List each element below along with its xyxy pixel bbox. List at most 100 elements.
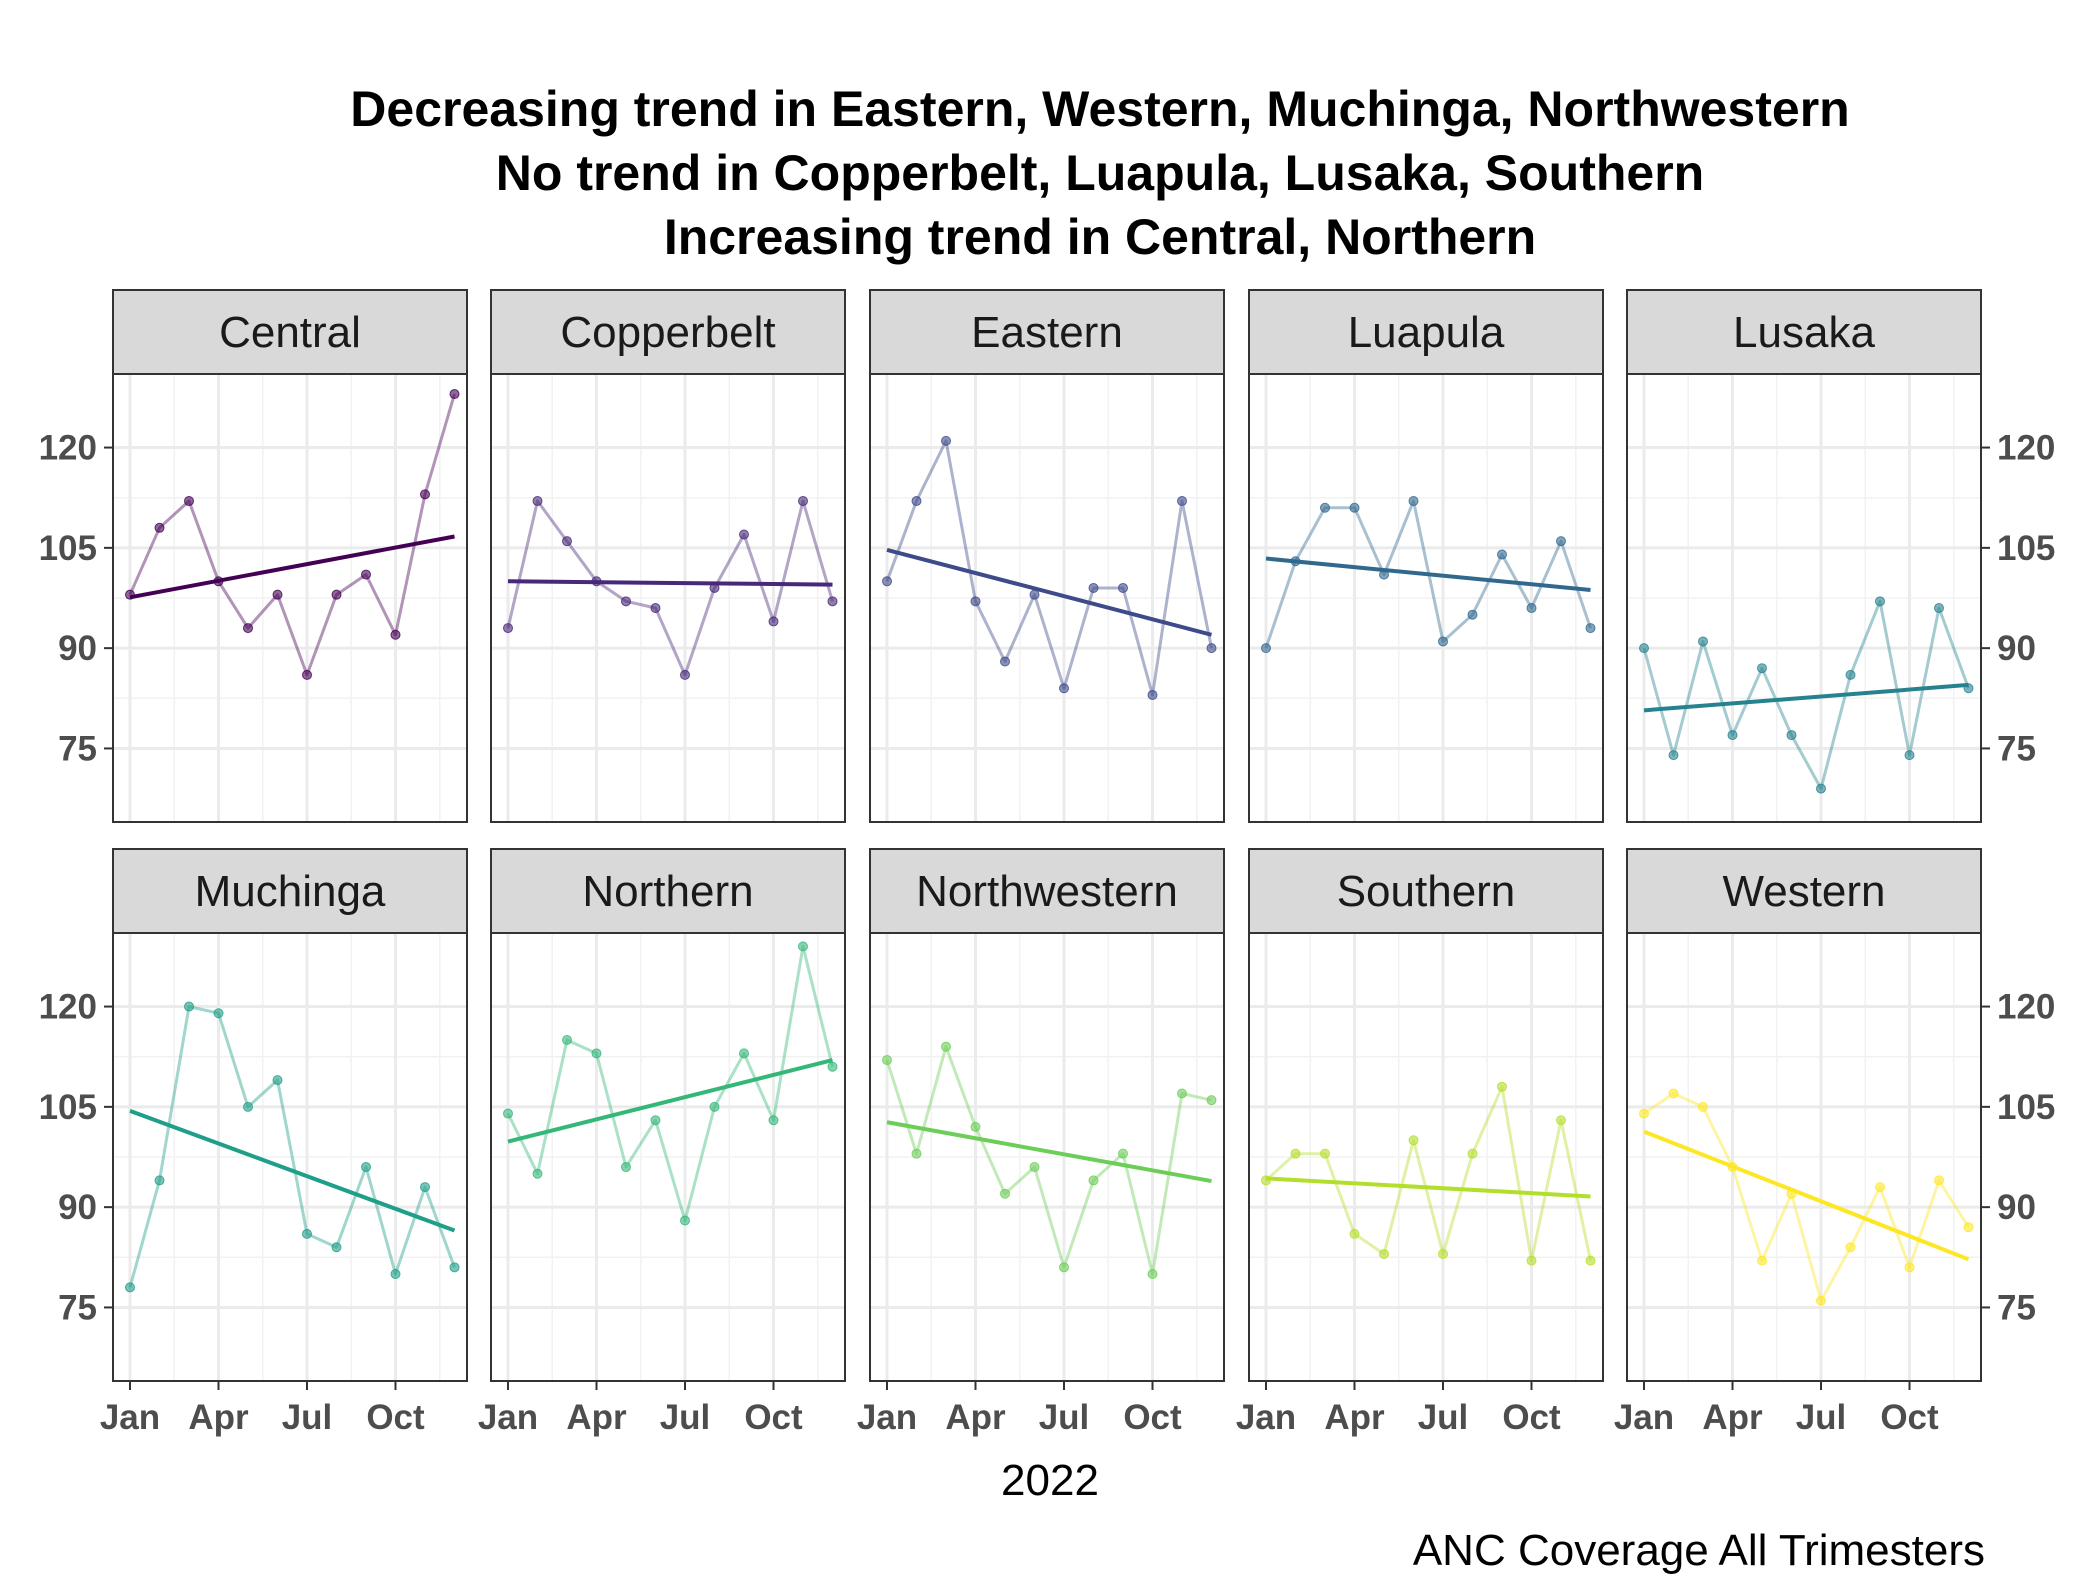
facet-strip — [1248, 289, 1604, 375]
x-tick-label: Jul — [1418, 1398, 1469, 1437]
trend-line-muchinga — [129, 1108, 456, 1233]
facet-lusaka: Lusaka 75 90 105 120 — [1626, 289, 2055, 823]
data-point — [1467, 1148, 1478, 1159]
x-tick-label: Jan — [1614, 1398, 1674, 1437]
data-point — [1059, 683, 1069, 694]
y-tick-label: 105 — [1997, 1088, 2055, 1127]
data-point — [420, 1182, 430, 1193]
data-point — [154, 522, 165, 533]
data-point — [361, 1162, 371, 1173]
data-point — [1497, 1081, 1507, 1092]
data-point — [1904, 750, 1915, 761]
facet-southern: Southern Jan Apr Jul Oct — [1236, 848, 1604, 1437]
y-tick-label: 75 — [58, 729, 97, 768]
data-point — [420, 489, 430, 500]
trend-line-southern — [1265, 1176, 1591, 1199]
gridlines — [870, 374, 1224, 822]
gridlines — [113, 374, 467, 822]
data-point — [709, 582, 720, 593]
title-line-3: Increasing trend in Central, Northern — [664, 209, 1536, 265]
trend-line-luapula — [1265, 556, 1591, 592]
trend-line-eastern — [886, 547, 1213, 637]
data-point — [243, 623, 253, 634]
data-point — [1438, 636, 1448, 647]
data-point — [1029, 589, 1040, 600]
data-point — [1934, 603, 1944, 614]
series-line-northern — [506, 944, 834, 1222]
data-point — [1904, 1262, 1915, 1273]
data-point — [768, 616, 779, 627]
facet-western: Western Jan Apr Jul Oct 75 90 105 120 — [1614, 848, 2055, 1437]
x-tick-label: Jul — [660, 1398, 711, 1437]
data-point — [331, 589, 342, 600]
data-point — [1029, 1162, 1040, 1173]
data-point — [621, 596, 631, 607]
data-point — [390, 1269, 401, 1280]
data-point — [1786, 1188, 1797, 1199]
data-point — [1727, 730, 1738, 741]
facet-strip-label: Western — [1722, 867, 1885, 916]
data-point — [1206, 1095, 1217, 1106]
data-point — [591, 1048, 602, 1059]
gridlines — [491, 933, 845, 1381]
data-point — [1556, 1115, 1566, 1126]
facet-northern: Northern Jan Apr Jul Oct — [478, 848, 846, 1437]
facet-strip — [869, 289, 1225, 375]
x-tick-label: Jul — [282, 1398, 333, 1437]
y-tick-label: 75 — [1997, 729, 2036, 768]
data-point — [184, 1001, 194, 1012]
data-point — [1816, 783, 1826, 794]
data-point — [1379, 569, 1389, 580]
data-point — [680, 669, 690, 680]
series-line-eastern — [885, 439, 1213, 697]
data-point — [1934, 1175, 1944, 1186]
facet-muchinga: Muchinga Jan Apr Jul Oct 75 90 105 120 — [39, 848, 468, 1437]
data-point — [827, 596, 838, 607]
data-point — [798, 941, 808, 952]
data-point — [1698, 1101, 1708, 1112]
x-tick-label: Apr — [1324, 1398, 1385, 1437]
data-point — [1497, 549, 1507, 560]
series-line-muchinga — [128, 1005, 456, 1288]
data-point — [272, 589, 283, 600]
data-point — [243, 1101, 253, 1112]
panel-border — [490, 932, 846, 1382]
data-point — [1438, 1248, 1448, 1259]
data-point — [911, 1148, 922, 1159]
data-point — [709, 1101, 720, 1112]
data-point — [1727, 1162, 1738, 1173]
y-tick-label: 75 — [1997, 1288, 2036, 1327]
facet-strip — [490, 289, 846, 375]
x-tick-label: Jul — [1796, 1398, 1847, 1437]
data-point — [970, 1121, 981, 1132]
y-tick-label: 90 — [58, 629, 97, 668]
x-tick-label: Oct — [744, 1398, 803, 1437]
x-axis-title: 2022 — [1001, 1456, 1099, 1505]
gridlines — [870, 933, 1224, 1381]
gridlines — [113, 933, 467, 1381]
y-tick-label: 75 — [58, 1288, 97, 1327]
x-tick-label: Jan — [478, 1398, 538, 1437]
data-point — [1000, 656, 1010, 667]
data-point — [1320, 1148, 1330, 1159]
trend-line-copperbelt — [507, 579, 833, 587]
facet-strip-label: Muchinga — [195, 867, 386, 916]
data-point — [1088, 582, 1099, 593]
chart-title: Decreasing trend in Eastern, Western, Mu… — [350, 81, 1849, 265]
data-point — [827, 1061, 838, 1072]
data-point — [680, 1215, 690, 1226]
trend-line-central — [129, 534, 455, 600]
data-point — [1639, 1108, 1649, 1119]
data-point — [125, 1282, 135, 1293]
data-point — [1177, 1088, 1187, 1099]
data-point — [1526, 1255, 1537, 1266]
x-tick-label: Jan — [1236, 1398, 1296, 1437]
data-point — [1845, 669, 1856, 680]
data-point — [970, 596, 981, 607]
data-point — [1556, 536, 1566, 547]
trend-line-northern — [507, 1058, 833, 1144]
data-point — [1349, 502, 1360, 513]
data-point — [562, 536, 572, 547]
